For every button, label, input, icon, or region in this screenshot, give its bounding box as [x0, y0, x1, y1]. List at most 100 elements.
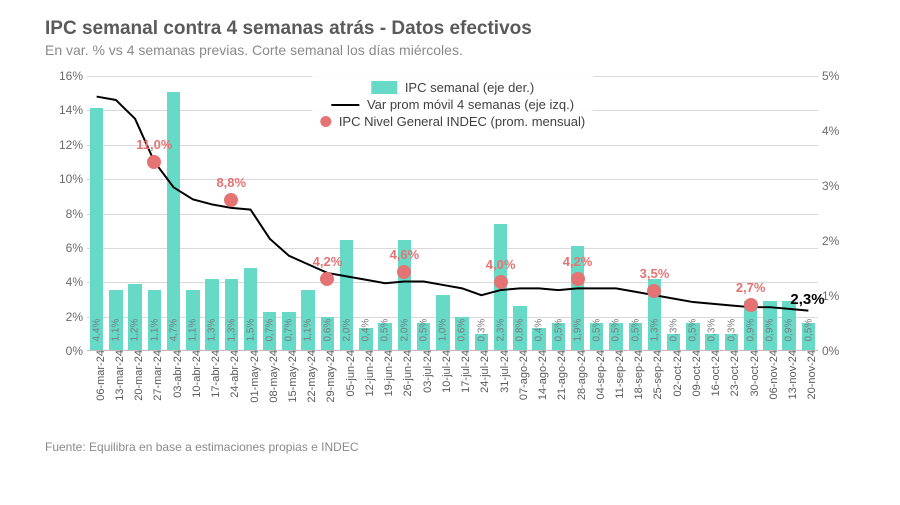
bar-label: 0,8% — [515, 319, 526, 342]
bar-label: 0,3% — [668, 319, 679, 342]
xtick: 08-may-24 — [268, 350, 280, 403]
dot-label: 8,8% — [216, 175, 246, 190]
legend: IPC semanal (eje der.) Var prom móvil 4 … — [312, 76, 593, 133]
xtick: 17-abr-24 — [210, 350, 222, 398]
xtick: 04-sep-24 — [595, 350, 607, 400]
bar: 1,2% — [128, 284, 141, 350]
xtick: 29-may-24 — [325, 350, 337, 403]
bar: 0,3% — [725, 334, 738, 351]
xtick: 17-jul-24 — [460, 350, 472, 393]
xtick: 28-ago-24 — [576, 350, 588, 400]
ytick-left: 14% — [45, 103, 83, 117]
bar-label: 1,1% — [149, 319, 160, 342]
bar-label: 0,5% — [418, 319, 429, 342]
xtick: 22-may-24 — [306, 350, 318, 403]
bar-label: 0,6% — [322, 319, 333, 342]
bar: 0,5% — [378, 323, 391, 351]
xtick: 01-may-24 — [249, 350, 261, 403]
final-line-label: 2,3% — [790, 291, 824, 308]
xtick: 31-jul-24 — [499, 350, 511, 393]
bar: 4,7% — [167, 92, 180, 351]
ytick-left: 6% — [45, 241, 83, 255]
dot-label: 11,0% — [136, 137, 172, 152]
bar-label: 0,5% — [380, 319, 391, 342]
gridline — [87, 179, 818, 180]
bar-label: 1,1% — [303, 319, 314, 342]
ytick-left: 12% — [45, 138, 83, 152]
chart-title: IPC semanal contra 4 semanas atrás - Dat… — [45, 18, 860, 40]
bar: 1,5% — [244, 268, 257, 351]
xtick: 13-nov-24 — [787, 350, 799, 400]
bar-label: 0,3% — [707, 319, 718, 342]
gridline — [87, 214, 818, 215]
ytick-right: 4% — [822, 124, 860, 138]
dot-label: 4,0% — [486, 257, 516, 272]
bar: 4,4% — [90, 108, 103, 350]
bar-label: 0,9% — [745, 319, 756, 342]
legend-swatch-line — [331, 104, 359, 106]
xtick: 07-ago-24 — [518, 350, 530, 400]
bar-label: 1,3% — [226, 319, 237, 342]
xtick: 16-oct-24 — [710, 350, 722, 396]
bar: 0,6% — [455, 317, 468, 350]
bar-label: 0,5% — [688, 319, 699, 342]
bar-label: 1,3% — [207, 319, 218, 342]
dot-label: 2,7% — [736, 280, 766, 295]
gridline — [87, 145, 818, 146]
legend-swatch-dots — [320, 116, 331, 127]
bar-label: 1,3% — [649, 319, 660, 342]
xtick: 05-jun-24 — [345, 350, 357, 396]
ytick-right: 2% — [822, 234, 860, 248]
ytick-right: 1% — [822, 289, 860, 303]
bar-label: 1,0% — [438, 319, 449, 342]
bar-label: 0,7% — [265, 319, 276, 342]
bar: 1,0% — [436, 295, 449, 350]
legend-item-line: Var prom móvil 4 semanas (eje izq.) — [320, 97, 585, 112]
bar: 1,1% — [148, 290, 161, 351]
legend-item-bars: IPC semanal (eje der.) — [320, 80, 585, 95]
bar: 0,5% — [609, 323, 622, 351]
dot-marker — [494, 275, 508, 289]
xtick: 10-abr-24 — [191, 350, 203, 398]
ytick-left: 16% — [45, 69, 83, 83]
xtick: 24-abr-24 — [229, 350, 241, 398]
bar-label: 0,3% — [726, 319, 737, 342]
dot-marker — [224, 193, 238, 207]
plot-area: IPC semanal (eje der.) Var prom móvil 4 … — [87, 76, 818, 351]
dot-marker — [320, 272, 334, 286]
xtick: 10-jul-24 — [441, 350, 453, 393]
bar: 0,4% — [532, 328, 545, 350]
xtick: 02-oct-24 — [672, 350, 684, 396]
bar-label: 0,5% — [553, 319, 564, 342]
xtick: 03-abr-24 — [172, 350, 184, 398]
dot-marker — [744, 298, 758, 312]
xtick: 20-nov-24 — [806, 350, 818, 400]
dot-label: 4,6% — [390, 247, 420, 262]
xtick: 25-sep-24 — [652, 350, 664, 400]
ytick-left: 10% — [45, 172, 83, 186]
ytick-right: 3% — [822, 179, 860, 193]
dot-marker — [147, 155, 161, 169]
xtick: 21-ago-24 — [556, 350, 568, 400]
bar: 0,3% — [705, 334, 718, 351]
xtick: 18-sep-24 — [633, 350, 645, 400]
bar-label: 0,5% — [611, 319, 622, 342]
bar: 0,7% — [282, 312, 295, 351]
ytick-left: 8% — [45, 207, 83, 221]
ytick-left: 0% — [45, 344, 83, 358]
xtick: 13-mar-24 — [114, 350, 126, 401]
xtick: 09-oct-24 — [691, 350, 703, 396]
bar-label: 4,4% — [91, 319, 102, 342]
legend-item-dots: IPC Nivel General INDEC (prom. mensual) — [320, 114, 585, 129]
ytick-right: 0% — [822, 344, 860, 358]
xtick: 23-oct-24 — [729, 350, 741, 396]
bar-label: 0,9% — [765, 319, 776, 342]
bar-label: 0,4% — [534, 319, 545, 342]
gridline — [87, 282, 818, 283]
xtick: 03-jul-24 — [422, 350, 434, 393]
bar: 0,7% — [263, 312, 276, 351]
bar-label: 1,1% — [188, 319, 199, 342]
bar-label: 1,2% — [130, 319, 141, 342]
bar: 1,1% — [109, 290, 122, 351]
bar: 0,5% — [629, 323, 642, 351]
